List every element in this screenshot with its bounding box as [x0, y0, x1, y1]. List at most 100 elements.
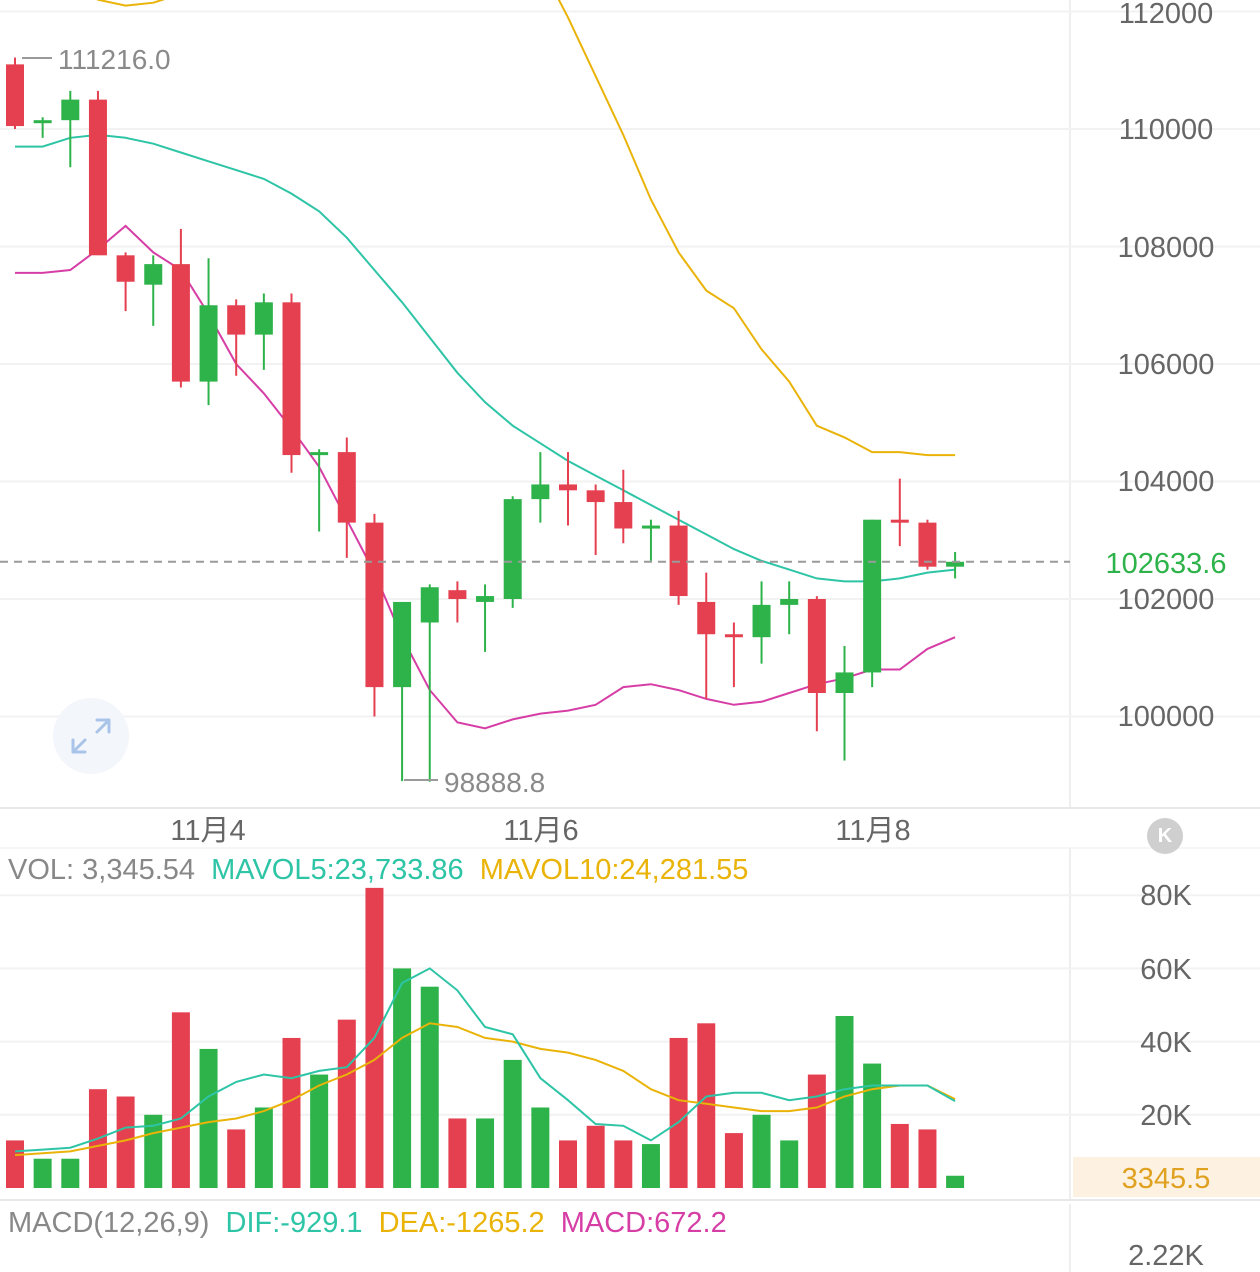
candle[interactable] [586, 484, 605, 555]
candle[interactable] [282, 293, 301, 473]
candle[interactable] [724, 622, 743, 688]
x-tick-nov4: 11月4 [170, 815, 245, 847]
expand-button[interactable] [53, 698, 129, 774]
vol-tick-40k: 40K [1140, 1027, 1192, 1059]
candle[interactable] [614, 469, 633, 544]
volume-bar[interactable] [171, 1012, 190, 1188]
macd-tick-2-22k: 2.22K [1128, 1240, 1204, 1272]
y-tick-108000: 108000 [1118, 232, 1215, 264]
candle[interactable] [946, 552, 965, 579]
candle-body [393, 601, 412, 688]
candle-body [171, 264, 190, 382]
volume-bar[interactable] [724, 1133, 743, 1188]
candle-body [918, 522, 937, 567]
volume-bar[interactable] [476, 1118, 495, 1188]
candle[interactable] [88, 90, 107, 256]
candle[interactable] [531, 452, 550, 523]
volume-bar[interactable] [254, 1107, 273, 1188]
volume-bar[interactable] [697, 1023, 716, 1188]
candle[interactable] [420, 584, 439, 782]
candle[interactable] [503, 496, 522, 608]
candle-body [199, 305, 218, 382]
candle-body [586, 490, 605, 503]
volume-bar[interactable] [835, 1015, 854, 1188]
volume-bar[interactable] [61, 1158, 80, 1188]
volume-bar[interactable] [807, 1074, 826, 1188]
candle[interactable] [669, 510, 688, 605]
volume-bar[interactable] [669, 1037, 688, 1188]
volume-bar[interactable] [227, 1129, 246, 1188]
volume-bar[interactable] [531, 1107, 550, 1188]
volume-bar[interactable] [559, 1140, 577, 1188]
volume-bar[interactable] [641, 1144, 660, 1188]
candle[interactable] [835, 646, 854, 761]
volume-bar[interactable] [116, 1096, 135, 1189]
candle[interactable] [227, 299, 246, 376]
candle[interactable] [310, 449, 329, 532]
candle[interactable] [6, 57, 24, 129]
candle[interactable] [476, 584, 495, 652]
mavol5-line [14, 967, 956, 1153]
candle[interactable] [559, 452, 577, 526]
volume-bar[interactable] [752, 1114, 771, 1188]
candle[interactable] [890, 478, 909, 547]
candle-body [807, 599, 826, 693]
expand-arrows-icon [71, 718, 111, 754]
moving-average-lines [15, 0, 956, 730]
volume-bar[interactable] [614, 1140, 633, 1188]
last-price-box [1073, 542, 1260, 580]
y-tick-104000: 104000 [1118, 466, 1215, 498]
candle-body [116, 255, 135, 282]
candle[interactable] [697, 572, 716, 699]
volume-bar[interactable] [946, 1175, 965, 1188]
candle-body [282, 302, 301, 456]
y-tick-102000: 102000 [1118, 584, 1215, 616]
volume-bar[interactable] [393, 968, 412, 1188]
candle-body [144, 264, 163, 285]
candle[interactable] [752, 581, 771, 664]
candle[interactable] [199, 258, 218, 406]
candle[interactable] [448, 581, 467, 623]
volume-bar[interactable] [586, 1125, 605, 1188]
dif-label: DIF:-929.1 [226, 1207, 363, 1239]
vol-tick-80k: 80K [1140, 880, 1192, 912]
volume-bar[interactable] [337, 1019, 356, 1188]
candle-body [254, 302, 273, 335]
candle[interactable] [33, 117, 52, 138]
mavol10-label: MAVOL10:24,281.55 [480, 854, 749, 886]
volume-bar[interactable] [503, 1059, 522, 1188]
volume-bar[interactable] [199, 1048, 218, 1188]
candlesticks [6, 57, 965, 782]
candle-body [420, 587, 439, 623]
volume-bar[interactable] [918, 1129, 937, 1188]
volume-bar[interactable] [282, 1037, 301, 1188]
volume-bar[interactable] [310, 1074, 329, 1188]
candle[interactable] [641, 519, 660, 561]
volume-bar[interactable] [6, 1140, 24, 1188]
candle[interactable] [337, 437, 356, 558]
candle[interactable] [365, 513, 384, 717]
last-volume-label: 3345.5 [1122, 1163, 1211, 1195]
candle[interactable] [863, 519, 882, 688]
candle[interactable] [144, 255, 163, 326]
volume-bar[interactable] [420, 986, 439, 1188]
candle[interactable] [254, 293, 273, 370]
candle-body [88, 99, 107, 256]
candle[interactable] [61, 90, 80, 168]
candle[interactable] [393, 601, 412, 782]
volume-bar[interactable] [890, 1123, 909, 1188]
candle-body [448, 590, 467, 599]
candle-body [6, 64, 24, 127]
candle[interactable] [807, 596, 826, 732]
ma-pink-line [15, 224, 956, 730]
k-line-button[interactable]: K [1147, 818, 1183, 854]
volume-bar[interactable] [863, 1063, 882, 1188]
candle[interactable] [780, 581, 799, 635]
volume-bar[interactable] [780, 1140, 799, 1188]
candle[interactable] [116, 252, 135, 312]
candle-body [890, 519, 909, 523]
candle[interactable] [171, 228, 190, 388]
volume-bar[interactable] [448, 1118, 467, 1188]
volume-bar[interactable] [33, 1158, 52, 1188]
